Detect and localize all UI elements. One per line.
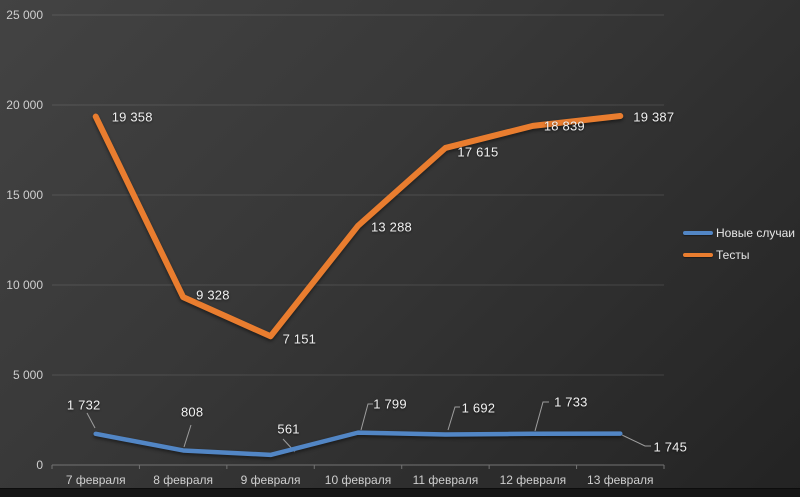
x-tick-label: 8 февраля bbox=[153, 473, 214, 487]
x-tick-label: 7 февраля bbox=[65, 473, 126, 487]
window-bottom-edge bbox=[0, 488, 800, 497]
series-line-tests bbox=[92, 113, 624, 340]
data-label: 19 358 bbox=[111, 109, 153, 125]
data-label-leader-line bbox=[86, 412, 96, 429]
data-label-leader-line bbox=[621, 434, 651, 447]
y-tick-label: 10 000 bbox=[6, 278, 43, 292]
data-label: 1 732 bbox=[66, 397, 101, 413]
data-label: 808 bbox=[180, 404, 204, 420]
legend-swatch-new-cases bbox=[683, 230, 713, 235]
data-label-leader-line bbox=[447, 406, 460, 431]
data-label-leader-line bbox=[534, 401, 549, 432]
series-line-new-cases bbox=[93, 430, 623, 458]
x-tick-label: 10 февраля bbox=[324, 473, 392, 487]
data-label: 18 839 bbox=[543, 118, 585, 134]
data-label-leader-line bbox=[360, 403, 373, 431]
data-label: 1 745 bbox=[653, 439, 688, 455]
x-tick-label: 9 февраля bbox=[240, 473, 301, 487]
data-label: 19 387 bbox=[633, 109, 675, 125]
data-label-leader-line bbox=[183, 424, 192, 448]
x-tick-label: 12 февраля bbox=[499, 473, 567, 487]
legend-item-new-cases: Новые случаи bbox=[683, 225, 795, 240]
x-tick-label: 13 февраля bbox=[587, 473, 654, 487]
y-tick-label: 0 bbox=[36, 458, 43, 472]
data-label: 1 733 bbox=[554, 394, 588, 410]
y-tick-label: 15 000 bbox=[6, 188, 43, 202]
y-tick-label: 20 000 bbox=[6, 98, 43, 112]
legend-label-tests: Тесты bbox=[716, 247, 750, 262]
data-label: 7 151 bbox=[282, 331, 317, 347]
legend: Новые случаи Тесты bbox=[683, 225, 795, 262]
data-label: 13 288 bbox=[371, 219, 412, 235]
legend-item-tests: Тесты bbox=[683, 247, 795, 262]
data-label: 17 615 bbox=[457, 144, 499, 160]
y-tick-label: 5 000 bbox=[12, 368, 43, 382]
x-tick-label: 11 февраля bbox=[412, 473, 479, 487]
data-label: 1 692 bbox=[461, 400, 496, 416]
y-tick-label: 25 000 bbox=[6, 8, 43, 22]
data-label: 1 799 bbox=[373, 396, 407, 412]
legend-label-new-cases: Новые случаи bbox=[716, 225, 795, 240]
legend-swatch-tests bbox=[683, 252, 713, 257]
data-label: 9 328 bbox=[196, 287, 230, 303]
data-label: 561 bbox=[277, 421, 300, 437]
